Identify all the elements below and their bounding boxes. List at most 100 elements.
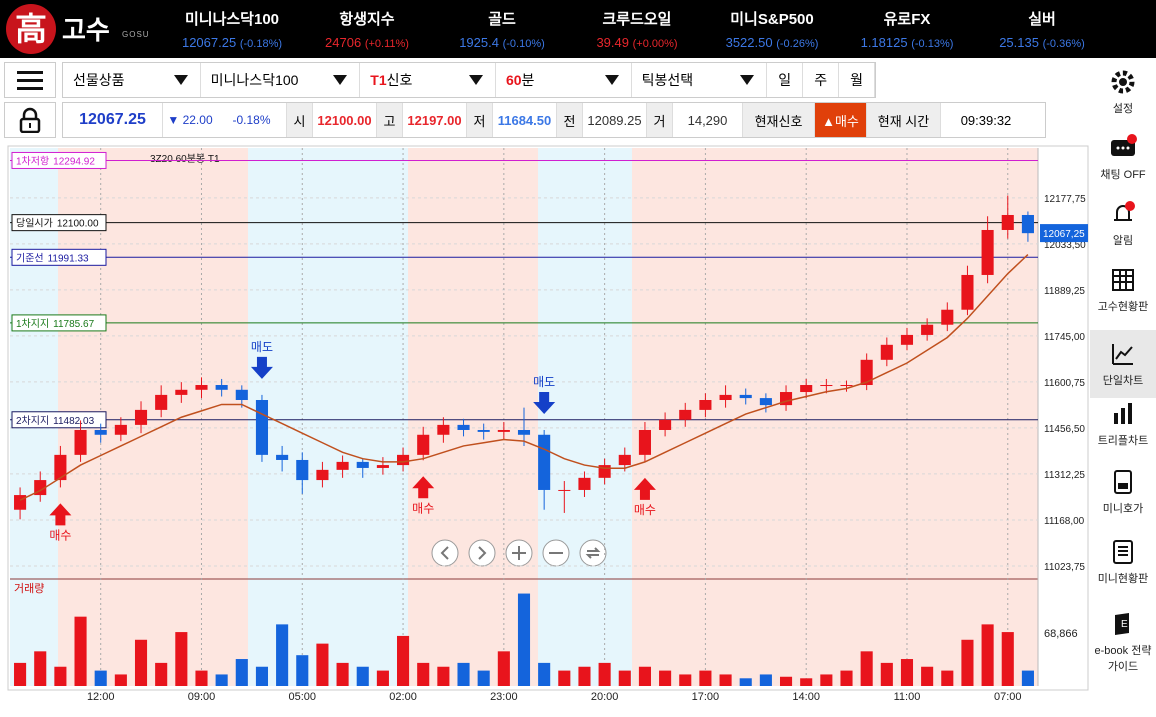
dropdown[interactable]: 선물상품 [63, 63, 201, 97]
menu-button[interactable] [4, 62, 56, 98]
candle-body [94, 429, 107, 435]
brand: 고수 [62, 15, 110, 45]
candle-body [215, 385, 228, 390]
lock-button[interactable] [4, 102, 56, 138]
x-tick-label: 23:00 [490, 691, 518, 703]
volume-bar [1021, 670, 1034, 686]
logo[interactable]: 高 [6, 4, 56, 54]
candle-body [235, 389, 248, 401]
field-value: 11684.50 [493, 103, 557, 137]
volume-bar [255, 666, 269, 686]
y-tick-label: 11600,75 [1044, 378, 1085, 389]
candle-body [759, 398, 772, 406]
zoom-controls [431, 539, 607, 567]
sidebar-icon [1113, 540, 1133, 564]
x-tick-label: 17:00 [692, 691, 720, 703]
ticker-name: 골드 [488, 11, 516, 28]
ticker-name: 실버 [1028, 11, 1056, 28]
sidebar-item[interactable]: 고수현황판 [1090, 266, 1156, 326]
ticker[interactable]: 천 2.81 [1112, 8, 1156, 50]
signal-label: 매도 [533, 375, 555, 389]
zoom-right[interactable] [468, 539, 496, 567]
quote-price: 12067.25 [63, 103, 163, 137]
ticker-change: (+0.00%) [632, 38, 678, 50]
candle-body [296, 459, 309, 481]
sidebar-item[interactable]: 채팅 OFF [1090, 134, 1156, 194]
zoom-left[interactable] [431, 539, 459, 567]
level-value: 11785.67 [53, 319, 94, 330]
ticker-price: 24706 [325, 35, 362, 50]
candle-body [1001, 214, 1014, 230]
ticker[interactable]: 항생지수 24706 (+0.11%) [302, 8, 432, 50]
level-name: 1차지지 [16, 318, 49, 330]
zoom-reset[interactable] [579, 539, 607, 567]
ticker[interactable]: 유로FX 1.18125 (-0.13%) [842, 8, 972, 50]
candle-body [820, 385, 833, 387]
volume-bar [276, 624, 289, 686]
sidebar-item[interactable]: 미니현황판 [1090, 538, 1156, 598]
period-button[interactable]: 월 [839, 63, 876, 97]
x-tick-label: 05:00 [289, 691, 317, 703]
volume-bar [356, 666, 369, 686]
y-tick-label: 11168,00 [1044, 516, 1085, 527]
volume-bar [155, 662, 168, 686]
candle-body [638, 429, 651, 455]
volume-bar [800, 678, 813, 686]
moving-average [19, 253, 1029, 501]
ticker-quote: 1.18125 (-0.13%) [842, 35, 972, 50]
candle-body [961, 274, 974, 310]
sidebar-item[interactable]: 트리플차트 [1090, 400, 1156, 460]
toolbar: 선물상품 미니나스닥100 T1신호 60분 틱봉선택 일 주 월 [62, 62, 876, 98]
candle-body [376, 465, 389, 468]
volume-bar [517, 593, 531, 686]
level-label: 1차저항 12294.92 [16, 155, 95, 167]
sidebar-label: e-book 전략가이드 [1094, 645, 1152, 673]
volume-bar [719, 674, 732, 686]
ticker[interactable]: 미니S&P500 3522.50 (-0.26%) [707, 8, 837, 50]
dropdown[interactable]: T1신호 [360, 63, 496, 97]
sidebar-item[interactable]: 미니호가 [1090, 468, 1156, 528]
quote-pct: -0.18% [217, 103, 287, 137]
volume-bar [961, 639, 974, 686]
dropdown-label: 선물상품 [73, 70, 125, 90]
ticker-quote: 39.49 (+0.00%) [572, 35, 702, 50]
ticker[interactable]: 골드 1925.4 (-0.10%) [437, 8, 567, 50]
signal-arrow [633, 477, 656, 500]
ticker-price: 39.49 [596, 35, 629, 50]
sidebar-item[interactable]: 단일차트 [1090, 330, 1156, 398]
zoom-out[interactable] [542, 539, 570, 567]
ticker-name: 미니나스닥100 [184, 11, 280, 28]
x-tick-label: 12:00 [87, 691, 115, 703]
signal-value: ▲매수 [815, 103, 867, 137]
candle-body [578, 477, 591, 490]
sidebar-item[interactable]: 알림 [1090, 200, 1156, 260]
level-name: 당일시가 [16, 218, 53, 230]
dropdown[interactable]: 미니나스닥100 [201, 63, 361, 97]
volume-bar [840, 670, 853, 686]
sidebar-item[interactable]: 설정 [1090, 68, 1156, 128]
volume-bar [215, 674, 228, 686]
dropdown[interactable]: 틱봉선택 [632, 63, 768, 97]
ticker[interactable]: 미니나스닥100 12067.25 (-0.18%) [167, 8, 297, 50]
period-button[interactable]: 주 [803, 63, 840, 97]
ticker[interactable]: 실버 25.135 (-0.36%) [977, 8, 1107, 50]
y-tick-label: 11889,25 [1044, 286, 1085, 297]
volume-bar [477, 670, 490, 686]
volume-bar [376, 670, 389, 686]
level-name: 2차지지 [16, 415, 49, 427]
dropdown[interactable]: 60분 [496, 63, 632, 97]
time-value: 09:39:32 [960, 112, 1012, 128]
candle-body [860, 359, 873, 386]
y-tick-label: 11312,25 [1044, 470, 1085, 481]
candle-body [14, 495, 27, 510]
ticker[interactable]: 크루드오일 39.49 (+0.00%) [572, 8, 702, 50]
zoom-in[interactable] [505, 539, 533, 567]
candle-body [497, 429, 510, 432]
ticker-price: 1.18125 [860, 35, 908, 50]
volume-tick-label: 68,866 [1044, 628, 1078, 640]
svg-text:E: E [1121, 619, 1128, 630]
period-button[interactable]: 일 [767, 63, 804, 97]
quote-bar: 12067.25 ▼ 22.00 -0.18% 시 12100.00 고 12197.… [62, 102, 1046, 138]
